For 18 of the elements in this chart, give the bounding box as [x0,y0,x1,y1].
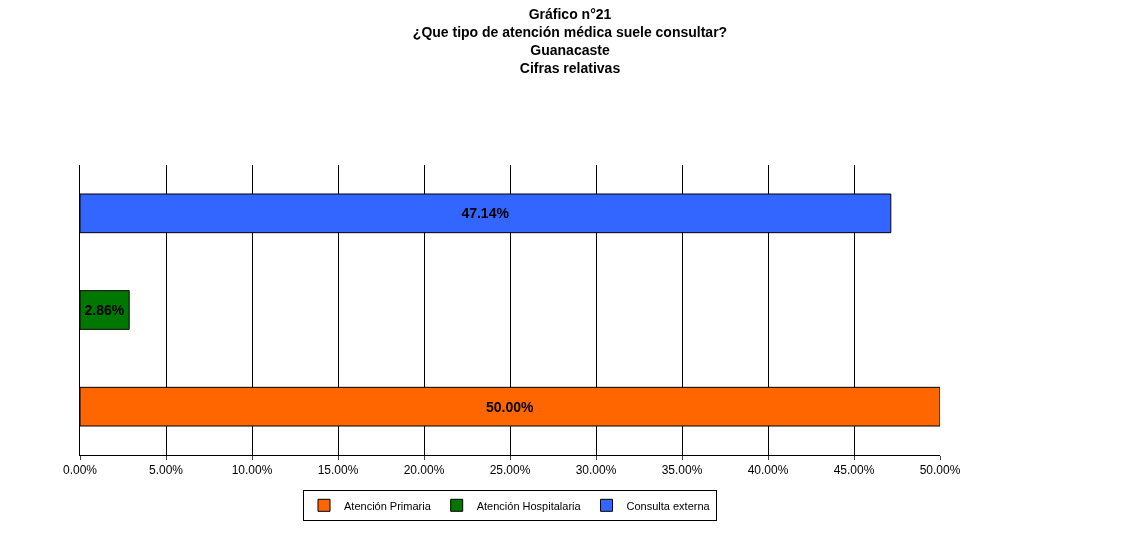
x-tick-label: 40.00% [747,463,789,478]
x-tick-label: 35.00% [661,463,703,478]
x-tick-label: 25.00% [489,463,531,478]
legend-label: Atención Hospitalaria [476,499,582,512]
chart-title: Gráfico n°21 ¿Que tipo de atención médica suele consultar? Guanacaste Cifras relativas [412,5,728,77]
x-tick-label: 20.00% [403,463,445,478]
legend-label: Atención Primaria [344,499,432,512]
x-tick-label: 0.00% [62,463,98,478]
x-tick-label: 30.00% [575,463,617,478]
x-tick-label: 15.00% [317,463,359,478]
x-tick-label: 45.00% [833,463,875,478]
data-label: 47.14% [461,205,510,222]
legend-label: Consulta externa [626,499,711,512]
x-tick-label: 10.00% [231,463,273,478]
x-tick-label: 50.00% [919,463,961,478]
data-label: 2.86% [84,302,125,318]
x-tick-label: 5.00% [148,463,184,478]
data-label: 50.00% [485,398,535,415]
